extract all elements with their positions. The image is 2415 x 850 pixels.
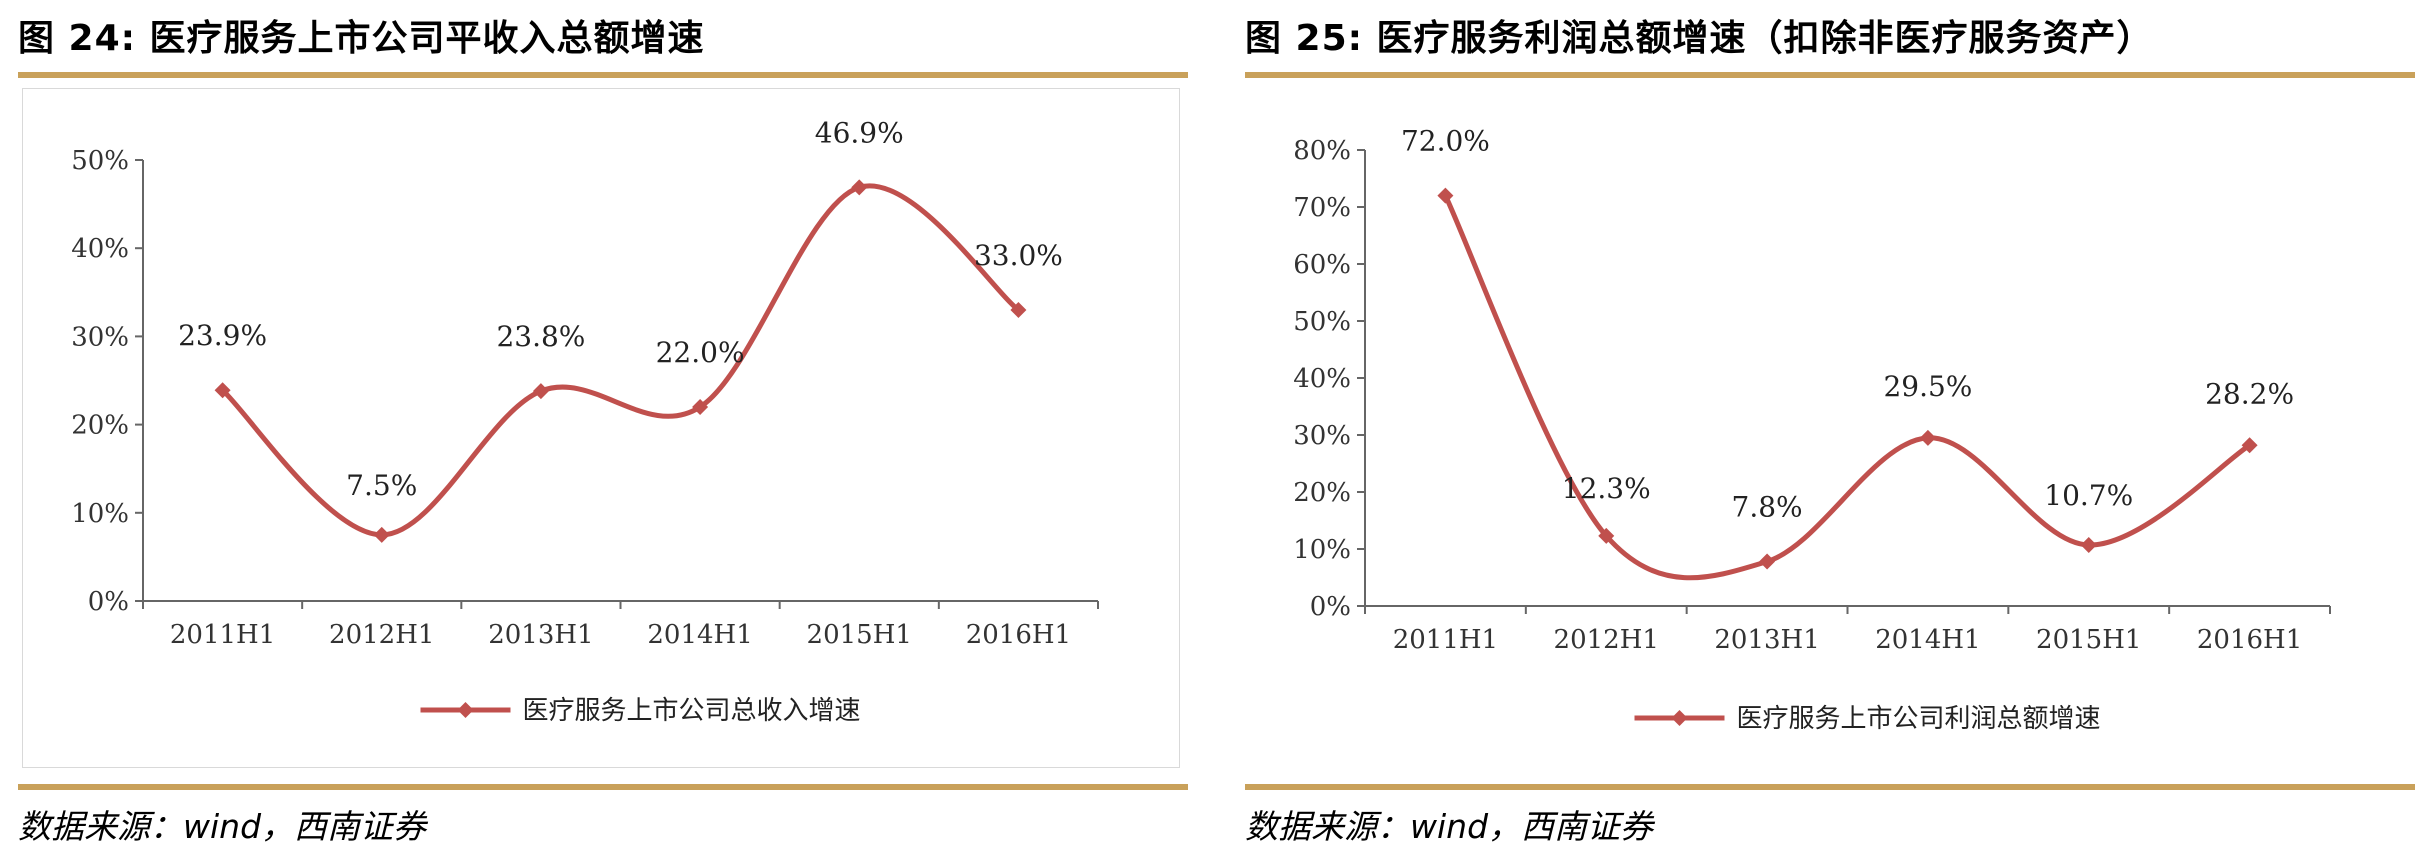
source-rule: [1245, 784, 2415, 790]
y-tick-label: 40%: [1293, 364, 1351, 394]
figure-title: 图 24: 医疗服务上市公司平收入总额增速: [18, 18, 705, 59]
data-point-marker: [1759, 553, 1776, 570]
data-point-marker: [2080, 537, 2097, 554]
x-tick-label: 2013H1: [1714, 625, 1819, 655]
y-tick-label: 30%: [71, 322, 129, 352]
y-tick-label: 10%: [71, 499, 129, 529]
data-label: 72.0%: [1401, 125, 1490, 158]
x-tick-label: 2012H1: [1554, 625, 1659, 655]
data-point-marker: [532, 383, 549, 400]
x-tick-label: 2011H1: [170, 620, 275, 650]
data-label: 10.7%: [2044, 479, 2133, 512]
y-tick-label: 70%: [1293, 193, 1351, 223]
y-tick-label: 20%: [71, 411, 129, 441]
figure-title: 图 25: 医疗服务利润总额增速（扣除非医疗服务资产）: [1245, 18, 2154, 59]
data-point-marker: [851, 179, 868, 196]
x-tick-label: 2012H1: [329, 620, 434, 650]
data-label: 23.8%: [496, 320, 585, 353]
source-note: 数据来源：wind，西南证券: [1245, 807, 1654, 846]
y-tick-label: 50%: [71, 146, 129, 176]
title-rule: [18, 72, 1188, 78]
figure-25: 图 25: 医疗服务利润总额增速（扣除非医疗服务资产） 0% 10% 20% 30% 4…: [1245, 0, 2415, 850]
y-tick-label: 80%: [1293, 136, 1351, 166]
data-point-marker: [373, 526, 390, 543]
data-label: 29.5%: [1883, 370, 1972, 403]
data-label: 46.9%: [815, 116, 904, 149]
x-tick-label: 2016H1: [2197, 625, 2302, 655]
title-rule: [1245, 72, 2415, 78]
data-point-marker: [1598, 527, 1615, 544]
source-rule: [18, 784, 1188, 790]
x-tick-label: 2011H1: [1393, 625, 1498, 655]
y-tick-label: 40%: [71, 234, 129, 264]
y-tick-label: 10%: [1293, 535, 1351, 565]
legend-label: 医疗服务上市公司利润总额增速: [1737, 704, 2101, 734]
legend-marker: [1671, 710, 1688, 726]
data-point-marker: [692, 398, 709, 415]
y-tick-label: 60%: [1293, 250, 1351, 280]
series-line: [1442, 193, 2253, 581]
y-tick-label: 0%: [88, 587, 129, 617]
profit-growth-chart: 0% 10% 20% 30% 40% 50% 60% 70% 80% 2011H1 2012H1 20…: [1293, 125, 2331, 734]
legend-label: 医疗服务上市公司总收入增速: [523, 696, 861, 726]
y-tick-label: 0%: [1310, 592, 1351, 622]
x-tick-label: 2016H1: [966, 620, 1071, 650]
data-label: 7.8%: [1732, 491, 1803, 524]
revenue-growth-chart: 0% 10% 20% 30% 40% 50% 2011H1 2012H1 2013H1 2014H…: [71, 116, 1099, 726]
figure-24: 图 24: 医疗服务上市公司平收入总额增速 0% 10% 20% 30% 40% 50% 2…: [18, 0, 1188, 850]
data-point-marker: [1919, 429, 1936, 446]
data-point-marker: [1010, 301, 1027, 318]
data-point-marker: [1437, 187, 1454, 204]
legend-marker: [457, 702, 474, 718]
series-line: [220, 183, 1021, 538]
data-label: 23.9%: [178, 319, 267, 352]
x-tick-label: 2013H1: [488, 620, 593, 650]
data-label: 7.5%: [346, 469, 417, 502]
chart-frame: [22, 88, 1180, 768]
data-label: 22.0%: [656, 336, 745, 369]
x-tick-label: 2014H1: [647, 620, 752, 650]
y-tick-label: 50%: [1293, 307, 1351, 337]
data-point-marker: [2241, 437, 2258, 454]
data-point-marker: [214, 382, 231, 399]
x-tick-label: 2015H1: [2036, 625, 2141, 655]
y-tick-label: 20%: [1293, 478, 1351, 508]
source-note: 数据来源：wind，西南证券: [18, 807, 427, 846]
x-tick-label: 2015H1: [807, 620, 912, 650]
y-tick-label: 30%: [1293, 421, 1351, 451]
x-tick-label: 2014H1: [1875, 625, 1980, 655]
data-label: 12.3%: [1562, 472, 1651, 505]
data-label: 28.2%: [2205, 377, 2294, 410]
data-label: 33.0%: [974, 239, 1063, 272]
